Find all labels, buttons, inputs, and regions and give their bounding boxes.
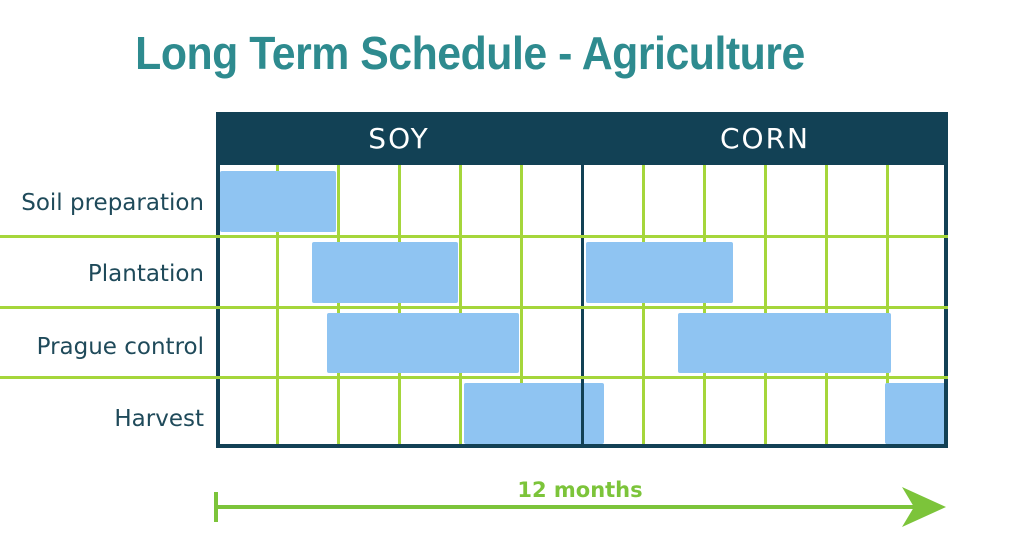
season-divider [580,112,584,448]
row-label-soil-preparation: Soil preparation [21,190,204,216]
task-bar [311,241,458,303]
row-separator-line [0,234,948,238]
task-bar [220,171,336,232]
header-corn: CORN [720,122,810,155]
row-separator-line [0,376,948,380]
task-bar [586,241,733,303]
task-bar [326,312,519,374]
row-separator-line [0,305,948,309]
page-title: Long Term Schedule - Agriculture [135,27,805,79]
task-bar [884,383,946,444]
task-bar [677,312,892,374]
arrow-right-icon [902,487,946,527]
row-label-harvest: Harvest [114,406,204,432]
schedule-grid: SOY CORN [216,112,948,448]
row-label-plantation: Plantation [87,261,204,287]
header-soy: SOY [368,122,430,155]
timeline-label: 12 months [517,478,643,502]
row-label-prague-control: Prague control [36,334,204,360]
